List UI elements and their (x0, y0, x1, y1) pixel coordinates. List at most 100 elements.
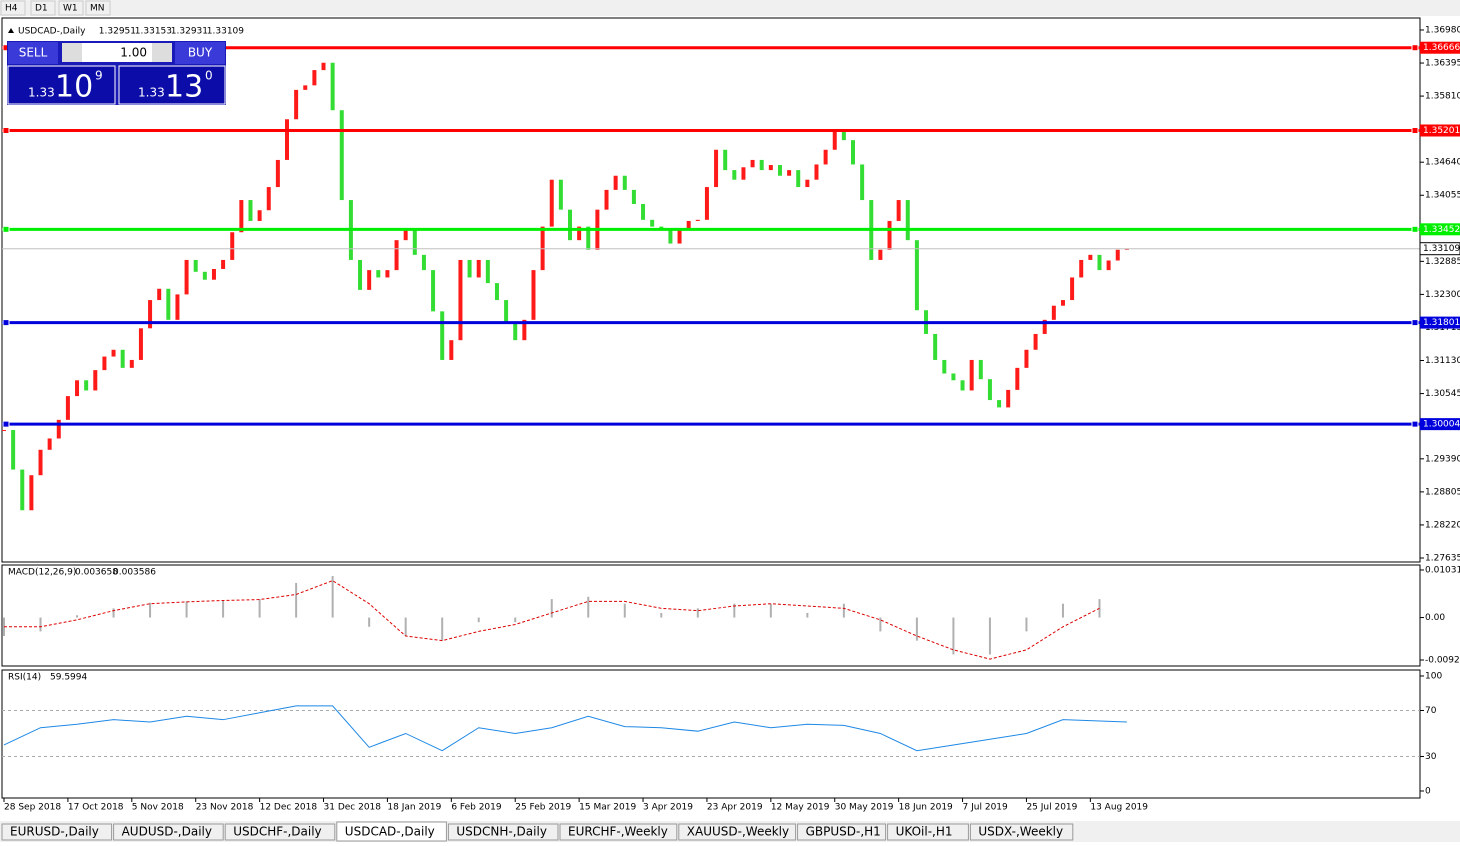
sell-price-box[interactable] (7, 65, 116, 105)
candle (823, 149, 828, 165)
symbol-tab[interactable] (447, 823, 559, 841)
level-label-box (1420, 223, 1460, 236)
level-label-box (1420, 316, 1460, 329)
macd-bar (514, 617, 517, 623)
level-handle[interactable] (2, 126, 10, 134)
sell-point: 9 (95, 69, 103, 83)
candle (20, 469, 25, 511)
level-handle[interactable] (2, 420, 10, 428)
macd-bar (112, 608, 115, 618)
y-tick-label: 1.36395 (1425, 59, 1460, 69)
y-tick-label: 100 (1425, 671, 1442, 681)
x-tick-label: 12 May 2019 (771, 803, 830, 813)
lot-field[interactable] (62, 43, 172, 62)
level-handle[interactable] (1411, 319, 1419, 327)
ohlc-value: 1.33109 (207, 27, 244, 37)
symbol-tab-label: AUDUSD-,Daily (122, 825, 212, 839)
candle (84, 380, 89, 391)
x-tick-label: 7 Jul 2019 (963, 803, 1008, 813)
candle (650, 219, 655, 227)
level-handle[interactable] (1411, 126, 1419, 134)
timeframe-button[interactable] (30, 0, 56, 16)
level-handle[interactable] (2, 319, 10, 327)
collapse-icon[interactable] (8, 28, 14, 33)
x-tick-label: 18 Jan 2019 (387, 803, 441, 813)
x-tick-label: 23 Nov 2018 (196, 803, 254, 813)
symbol-tab[interactable] (969, 823, 1074, 841)
candle (211, 268, 216, 280)
macd-bar (222, 600, 225, 618)
level-label-box (1420, 418, 1460, 431)
y-tick-label: 1.35810 (1425, 92, 1460, 102)
candle (750, 159, 755, 168)
candle (102, 356, 107, 371)
symbol-tab[interactable] (1, 823, 113, 841)
candle (376, 270, 381, 278)
main-panel (1, 17, 1421, 563)
symbol-tab[interactable] (678, 823, 797, 841)
level-handle[interactable] (2, 225, 10, 233)
candle (138, 328, 143, 360)
symbol-tab[interactable] (797, 823, 887, 841)
y-tick-label: 1.32300 (1425, 290, 1460, 300)
symbol-tab[interactable] (113, 823, 224, 841)
macd-reading: 0.003658 (75, 568, 118, 578)
buy-price-box[interactable] (118, 65, 226, 105)
candle (759, 159, 764, 171)
y-tick-label: 1.28805 (1425, 487, 1460, 497)
candle (111, 349, 116, 357)
x-tick-label: 6 Feb 2019 (451, 803, 502, 813)
candle (832, 130, 837, 150)
buy-big: 1.33 (138, 86, 165, 100)
sell-button[interactable] (8, 42, 58, 64)
level-handle[interactable] (1411, 420, 1419, 428)
timeframe-label: W1 (63, 4, 78, 14)
candle (1124, 248, 1129, 250)
timeframe-button[interactable] (85, 0, 111, 16)
macd-bar (733, 603, 736, 618)
symbol-tab[interactable] (224, 823, 336, 841)
macd-bar (806, 612, 809, 618)
macd-bar (331, 576, 334, 618)
timeframe-button[interactable] (58, 0, 84, 16)
timeframe-label: H4 (5, 4, 18, 14)
level-label: 1.35201 (1423, 126, 1460, 136)
symbol-tab[interactable] (559, 823, 678, 841)
timeframe-button[interactable] (0, 0, 26, 16)
lot-up[interactable] (152, 43, 172, 62)
macd-bar (368, 617, 371, 627)
buy-button[interactable] (175, 42, 225, 64)
candle (504, 300, 509, 323)
macd-bar (76, 615, 79, 618)
macd-bar (39, 617, 42, 632)
y-tick-label: 1.29390 (1425, 454, 1460, 464)
candle (522, 319, 527, 341)
candle (1070, 277, 1075, 301)
symbol-tab-label: USDCHF-,Daily (233, 825, 321, 839)
symbol-tab[interactable] (336, 821, 447, 842)
candle (1115, 249, 1120, 261)
candle (513, 322, 518, 341)
x-tick-label: 12 Dec 2018 (260, 803, 318, 813)
candle (732, 170, 737, 180)
macd-bar (660, 612, 663, 618)
x-tick-label: 23 Apr 2019 (707, 803, 763, 813)
timeframe-label: MN (90, 4, 105, 14)
candle (814, 164, 819, 180)
level-handle[interactable] (1411, 44, 1419, 52)
candle (29, 475, 34, 511)
candle (933, 333, 938, 360)
sell-pips: 10 (55, 70, 93, 105)
lot-value: 1.00 (120, 46, 147, 60)
lot-down[interactable] (62, 43, 82, 62)
level-handle[interactable] (1411, 225, 1419, 233)
macd-bar (1025, 617, 1028, 632)
candle (202, 271, 207, 280)
ohlc-value: 1.32951 (99, 27, 136, 37)
macd-signal (4, 580, 1100, 660)
level-label: 1.33452 (1423, 225, 1460, 235)
candle (1079, 259, 1084, 278)
macd-bar (879, 617, 882, 632)
symbol-tab[interactable] (887, 823, 969, 841)
